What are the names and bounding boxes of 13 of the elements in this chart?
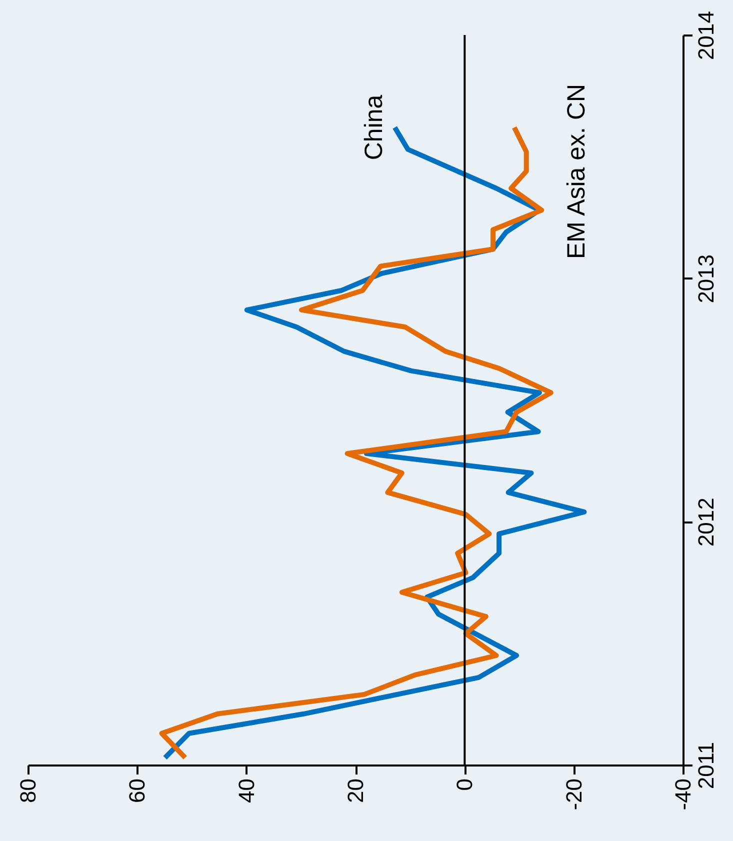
- x-tick-label: 80: [16, 778, 40, 803]
- y-tick-label: 2014: [694, 11, 718, 60]
- y-tick-label: 2011: [694, 742, 718, 790]
- text: EM Asia ex. CN: [562, 84, 590, 259]
- x-tick-label: -40: [670, 778, 696, 810]
- x-tick-label: 60: [124, 778, 150, 803]
- x-tick-label: 0: [452, 778, 478, 791]
- text: China: [360, 94, 388, 160]
- x-tick-label: 40: [234, 778, 259, 803]
- y-tick-label: 2012: [694, 498, 718, 547]
- x-tick-label: 20: [343, 778, 368, 803]
- x-tick-label: -20: [561, 778, 586, 810]
- y-tick-label: 2013: [694, 254, 718, 304]
